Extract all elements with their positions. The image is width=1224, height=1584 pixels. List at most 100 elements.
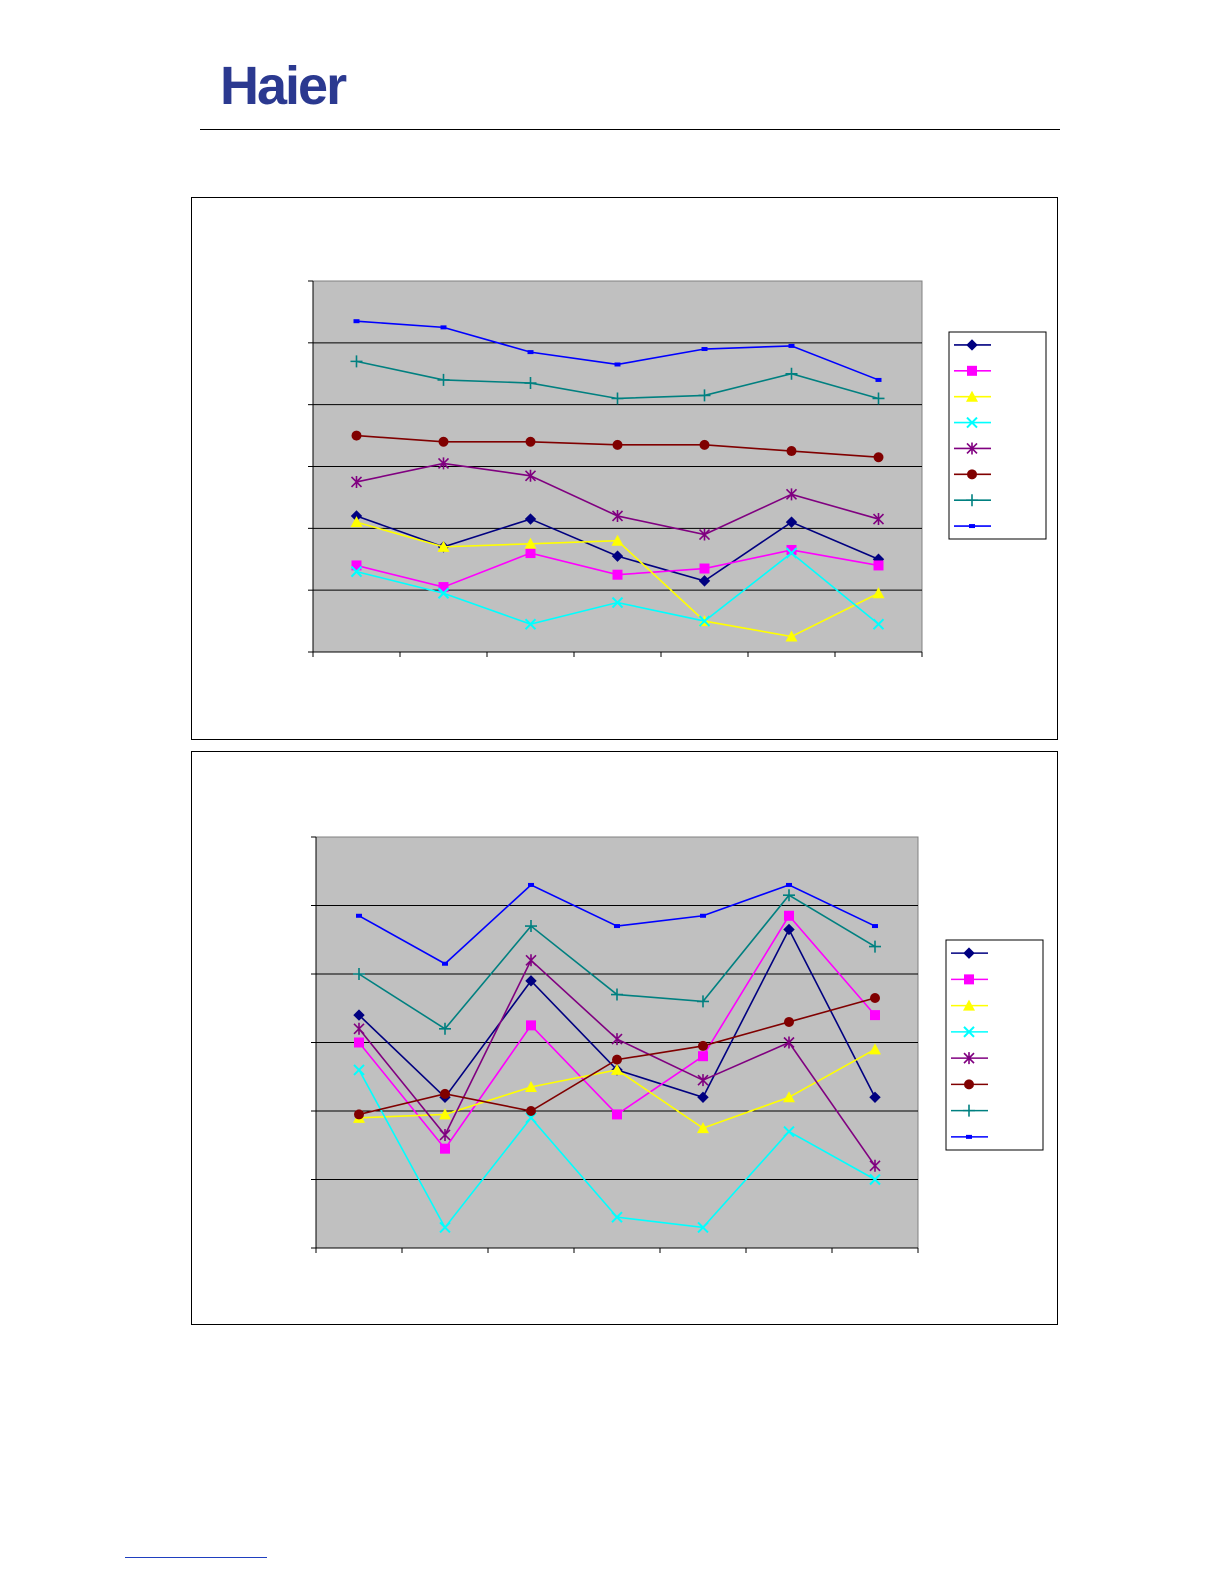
data-point bbox=[869, 1173, 881, 1186]
data-point bbox=[786, 882, 792, 887]
data-point bbox=[698, 575, 711, 587]
data-point bbox=[354, 1109, 364, 1120]
legend-marker bbox=[963, 1104, 975, 1117]
data-point bbox=[784, 1016, 794, 1027]
data-point bbox=[437, 373, 450, 386]
data-point bbox=[872, 924, 878, 929]
series-2 bbox=[351, 544, 884, 593]
legend-box bbox=[948, 331, 1047, 540]
series-8 bbox=[353, 319, 882, 382]
data-point bbox=[351, 430, 362, 441]
legend-marker bbox=[963, 1026, 975, 1038]
data-point bbox=[353, 968, 365, 980]
data-point bbox=[788, 343, 795, 348]
data-point bbox=[525, 436, 536, 447]
data-point bbox=[525, 548, 536, 559]
legend-item-6 bbox=[951, 1079, 988, 1090]
legend-item-8 bbox=[951, 1134, 988, 1139]
data-point bbox=[875, 377, 882, 382]
data-point bbox=[698, 389, 711, 402]
data-point bbox=[783, 1091, 795, 1103]
legend-marker bbox=[969, 524, 975, 529]
data-point bbox=[872, 513, 885, 526]
legend-marker bbox=[966, 390, 978, 402]
data-point bbox=[697, 1221, 709, 1234]
data-point bbox=[872, 587, 885, 599]
data-point bbox=[524, 537, 537, 549]
header-divider bbox=[200, 129, 1060, 130]
data-point bbox=[525, 975, 537, 987]
data-point bbox=[869, 1159, 881, 1172]
data-point bbox=[783, 1125, 795, 1138]
legend-item-4 bbox=[951, 1026, 988, 1038]
data-point bbox=[437, 540, 450, 552]
data-point bbox=[697, 1122, 709, 1134]
data-point bbox=[353, 1009, 365, 1021]
series-2 bbox=[354, 910, 880, 1154]
data-point bbox=[350, 475, 363, 488]
data-point bbox=[351, 560, 362, 571]
data-point bbox=[526, 1106, 536, 1116]
data-point bbox=[439, 1108, 451, 1120]
footer-link-underline[interactable] bbox=[125, 1557, 267, 1558]
data-point bbox=[525, 954, 537, 967]
data-point bbox=[698, 1040, 708, 1051]
data-point bbox=[611, 1211, 623, 1223]
data-point bbox=[698, 615, 711, 627]
series-6 bbox=[354, 992, 880, 1120]
series-7 bbox=[350, 355, 885, 405]
legend-item-2 bbox=[951, 974, 988, 985]
line-chart-1 bbox=[308, 280, 1047, 657]
data-point bbox=[785, 516, 798, 528]
data-point bbox=[698, 1051, 708, 1062]
data-point bbox=[785, 547, 798, 559]
data-point bbox=[870, 1010, 880, 1021]
data-point bbox=[438, 582, 449, 593]
data-point bbox=[611, 534, 624, 546]
data-point bbox=[353, 319, 360, 324]
data-point bbox=[526, 1020, 536, 1031]
data-point bbox=[698, 528, 711, 541]
line-chart-2 bbox=[311, 836, 1044, 1253]
legend-box bbox=[945, 939, 1044, 1151]
series-4 bbox=[353, 1064, 881, 1234]
data-point bbox=[440, 325, 447, 330]
data-point bbox=[783, 889, 795, 902]
data-point bbox=[439, 1221, 451, 1234]
legend-marker bbox=[964, 1079, 974, 1090]
legend-marker bbox=[966, 442, 978, 455]
legend-item-3 bbox=[954, 390, 991, 402]
data-point bbox=[439, 1022, 451, 1035]
legend-marker bbox=[966, 416, 978, 429]
legend-item-5 bbox=[951, 1052, 988, 1065]
legend-item-7 bbox=[951, 1104, 988, 1117]
data-point bbox=[437, 587, 450, 599]
logo-text: Haier bbox=[220, 58, 347, 110]
data-point bbox=[873, 560, 884, 571]
data-point bbox=[611, 550, 624, 562]
data-point bbox=[872, 618, 885, 630]
data-point bbox=[525, 1081, 537, 1093]
legend-marker bbox=[963, 1052, 975, 1065]
data-point bbox=[786, 446, 797, 457]
legend-item-3 bbox=[951, 999, 988, 1011]
series-7 bbox=[353, 889, 881, 1035]
legend-marker bbox=[963, 947, 975, 959]
data-point bbox=[786, 544, 797, 555]
legend-item-7 bbox=[954, 494, 991, 507]
series-4 bbox=[350, 547, 885, 630]
data-point bbox=[524, 618, 537, 630]
legend-item-6 bbox=[954, 469, 991, 480]
data-point bbox=[524, 377, 537, 390]
data-point bbox=[354, 1037, 364, 1048]
series-3 bbox=[350, 516, 885, 642]
data-point bbox=[525, 920, 537, 933]
legend-marker bbox=[967, 469, 977, 480]
legend-item-1 bbox=[954, 339, 991, 351]
data-point bbox=[442, 961, 448, 966]
data-point bbox=[611, 596, 624, 609]
data-point bbox=[784, 910, 794, 921]
data-point bbox=[783, 1036, 795, 1049]
data-point bbox=[350, 516, 363, 528]
data-point bbox=[699, 563, 710, 574]
